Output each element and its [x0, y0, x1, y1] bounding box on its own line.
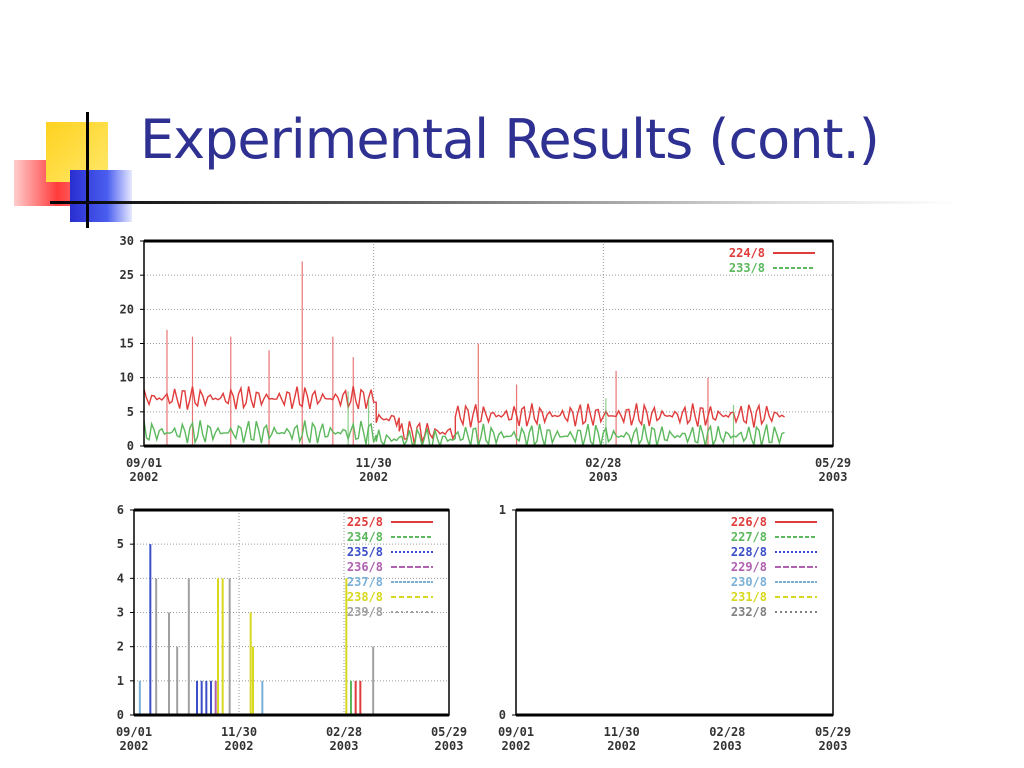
x-tick-label-year: 2003: [589, 470, 618, 484]
x-tick-label-date: 11/30: [221, 725, 257, 739]
title-decoration-vertical-line: [86, 112, 89, 228]
y-tick-label: 25: [120, 268, 134, 282]
x-tick-label-date: 05/29: [815, 725, 851, 739]
y-tick-label: 0: [127, 439, 134, 453]
y-tick-label: 1: [499, 503, 506, 517]
x-tick-label-year: 2003: [713, 739, 742, 753]
y-tick-label: 6: [117, 503, 124, 517]
y-tick-label: 30: [120, 234, 134, 248]
x-tick-label-year: 2002: [120, 739, 149, 753]
legend-label-228-8: 228/8: [731, 545, 767, 559]
legend-label-226-8: 226/8: [731, 515, 767, 529]
legend-label-231-8: 231/8: [731, 590, 767, 604]
x-tick-label-date: 05/29: [815, 456, 851, 470]
legend-label-225-8: 225/8: [347, 515, 383, 529]
chart-0-grid: [144, 241, 833, 446]
x-tick-label-date: 11/30: [356, 456, 392, 470]
x-tick-label-date: 02/28: [585, 456, 621, 470]
y-tick-label: 0: [117, 708, 124, 722]
legend-label-236-8: 236/8: [347, 560, 383, 574]
y-tick-label: 20: [120, 302, 134, 316]
x-tick-label-date: 02/28: [709, 725, 745, 739]
chart-2-y-ticks: 01: [499, 503, 516, 722]
legend-label-224-8: 224/8: [729, 246, 765, 260]
chart-0-y-ticks: 0 5 10 15 20 25 30: [120, 234, 144, 453]
x-tick-label-year: 2002: [130, 470, 159, 484]
series-line-233-8: [143, 420, 785, 449]
y-tick-label: 4: [117, 571, 124, 585]
x-tick-label-date: 02/28: [326, 725, 362, 739]
x-tick-label-date: 09/01: [116, 725, 152, 739]
x-tick-label-year: 2002: [607, 739, 636, 753]
chart-0-data: [143, 261, 785, 449]
y-tick-label: 2: [117, 640, 124, 654]
x-tick-label-year: 2002: [359, 470, 388, 484]
x-tick-label-date: 09/01: [126, 456, 162, 470]
x-tick-label-year: 2002: [502, 739, 531, 753]
chart-2-frame: [515, 508, 834, 717]
legend-label-238-8: 238/8: [347, 590, 383, 604]
x-tick-label-date: 11/30: [604, 725, 640, 739]
legend-label-232-8: 232/8: [731, 605, 767, 619]
y-tick-label: 0: [499, 708, 506, 722]
y-tick-label: 5: [127, 405, 134, 419]
title-underline: [50, 201, 960, 204]
title-decoration-blue-square: [70, 170, 132, 222]
chart-1-data: [138, 544, 375, 715]
x-tick-label-date: 09/01: [498, 725, 534, 739]
legend-label-237-8: 237/8: [347, 575, 383, 589]
legend-label-233-8: 233/8: [729, 261, 765, 275]
legend-label-239-8: 239/8: [347, 605, 383, 619]
y-tick-label: 10: [120, 371, 134, 385]
chart-1-y-ticks: 0 1 2 3 4 5 6: [117, 503, 134, 722]
x-tick-label-year: 2003: [819, 739, 848, 753]
legend-label-227-8: 227/8: [731, 530, 767, 544]
slide-title: Experimental Results (cont.): [140, 108, 880, 171]
y-tick-label: 3: [117, 606, 124, 620]
series-line-224-8: [143, 385, 785, 445]
legend-label-235-8: 235/8: [347, 545, 383, 559]
y-tick-label: 5: [117, 537, 124, 551]
legend-label-229-8: 229/8: [731, 560, 767, 574]
x-tick-label-year: 2003: [435, 739, 464, 753]
legend-label-230-8: 230/8: [731, 575, 767, 589]
y-tick-label: 1: [117, 674, 124, 688]
x-tick-label-year: 2003: [819, 470, 848, 484]
x-tick-label-year: 2003: [330, 739, 359, 753]
x-tick-label-date: 05/29: [431, 725, 467, 739]
x-tick-label-year: 2002: [225, 739, 254, 753]
y-tick-label: 15: [120, 337, 134, 351]
legend-label-234-8: 234/8: [347, 530, 383, 544]
chart-1-grid: [134, 510, 449, 715]
